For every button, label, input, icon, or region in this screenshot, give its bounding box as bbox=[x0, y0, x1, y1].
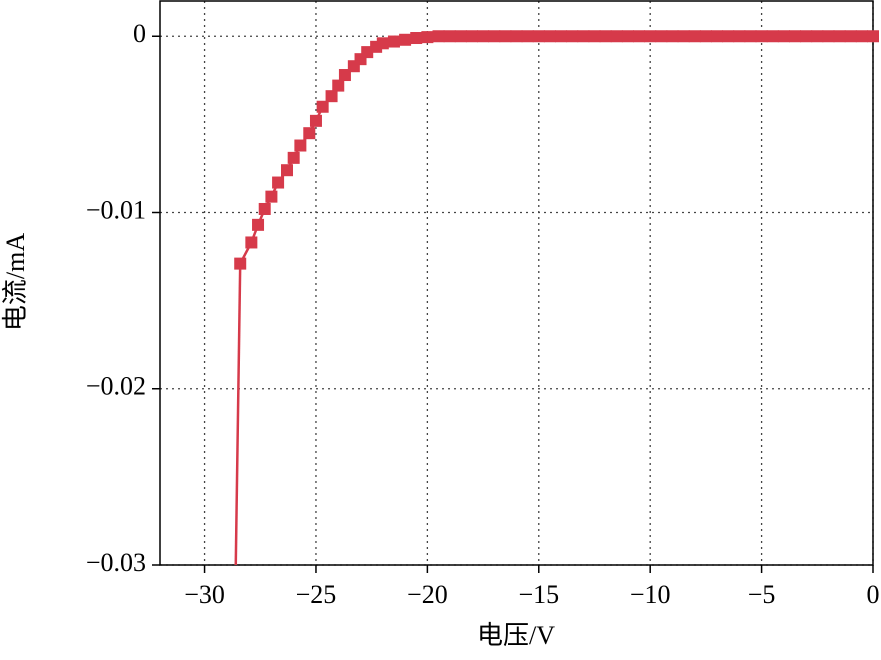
data-marker bbox=[621, 30, 634, 43]
x-tick-label: −30 bbox=[184, 580, 225, 609]
data-marker bbox=[677, 30, 690, 43]
data-marker bbox=[410, 32, 423, 45]
data-marker bbox=[281, 164, 294, 177]
data-marker bbox=[566, 30, 579, 43]
x-tick-label: 0 bbox=[867, 580, 880, 609]
data-marker bbox=[555, 30, 568, 43]
data-marker bbox=[309, 114, 322, 127]
data-marker bbox=[610, 30, 623, 43]
data-marker bbox=[644, 30, 657, 43]
data-marker bbox=[755, 30, 768, 43]
data-marker bbox=[399, 33, 412, 46]
data-marker bbox=[510, 30, 523, 43]
data-marker bbox=[588, 30, 601, 43]
data-marker bbox=[252, 218, 265, 231]
y-tick-label: −0.01 bbox=[86, 195, 146, 224]
data-marker bbox=[465, 30, 478, 43]
data-marker bbox=[532, 30, 545, 43]
data-marker bbox=[265, 190, 278, 203]
x-tick-label: −10 bbox=[630, 580, 671, 609]
data-marker bbox=[287, 151, 300, 164]
data-marker bbox=[733, 30, 746, 43]
data-marker bbox=[488, 30, 501, 43]
data-marker bbox=[577, 30, 590, 43]
y-axis-title: 电流/mA bbox=[1, 233, 30, 331]
data-marker bbox=[258, 202, 271, 215]
data-marker bbox=[332, 79, 345, 92]
data-marker bbox=[800, 30, 813, 43]
data-marker bbox=[855, 30, 868, 43]
data-marker bbox=[777, 30, 790, 43]
x-tick-label: −5 bbox=[748, 580, 776, 609]
data-marker bbox=[633, 30, 646, 43]
data-marker bbox=[666, 30, 679, 43]
data-marker bbox=[789, 30, 802, 43]
data-marker bbox=[844, 30, 857, 43]
data-marker bbox=[376, 37, 389, 50]
data-marker bbox=[234, 257, 247, 270]
data-marker bbox=[499, 30, 512, 43]
data-marker bbox=[454, 30, 467, 43]
data-marker bbox=[421, 31, 434, 44]
data-marker bbox=[766, 30, 779, 43]
x-axis-title: 电压/V bbox=[477, 621, 555, 650]
data-marker bbox=[245, 236, 258, 249]
x-tick-label: −20 bbox=[407, 580, 448, 609]
y-tick-label: 0 bbox=[133, 19, 146, 48]
data-marker bbox=[867, 30, 879, 43]
y-tick-label: −0.02 bbox=[86, 372, 146, 401]
data-marker bbox=[316, 100, 329, 113]
data-marker bbox=[655, 30, 668, 43]
data-marker bbox=[387, 35, 400, 48]
data-marker bbox=[811, 30, 824, 43]
data-marker bbox=[688, 30, 701, 43]
data-line bbox=[234, 263, 242, 566]
data-marker bbox=[521, 30, 534, 43]
data-marker bbox=[432, 30, 445, 43]
data-marker bbox=[303, 127, 316, 140]
y-tick-label: −0.03 bbox=[86, 548, 146, 577]
data-marker bbox=[294, 139, 307, 152]
data-marker bbox=[833, 30, 846, 43]
data-line bbox=[239, 35, 873, 265]
x-tick-label: −15 bbox=[518, 580, 559, 609]
data-marker bbox=[543, 30, 556, 43]
data-marker bbox=[477, 30, 490, 43]
data-marker bbox=[722, 30, 735, 43]
data-marker bbox=[711, 30, 724, 43]
data-marker bbox=[822, 30, 835, 43]
x-tick-label: −25 bbox=[296, 580, 337, 609]
data-marker bbox=[699, 30, 712, 43]
data-marker bbox=[325, 90, 338, 103]
data-marker bbox=[744, 30, 757, 43]
plot-frame bbox=[159, 0, 874, 566]
data-marker bbox=[272, 176, 285, 189]
data-marker bbox=[599, 30, 612, 43]
data-marker bbox=[443, 30, 456, 43]
